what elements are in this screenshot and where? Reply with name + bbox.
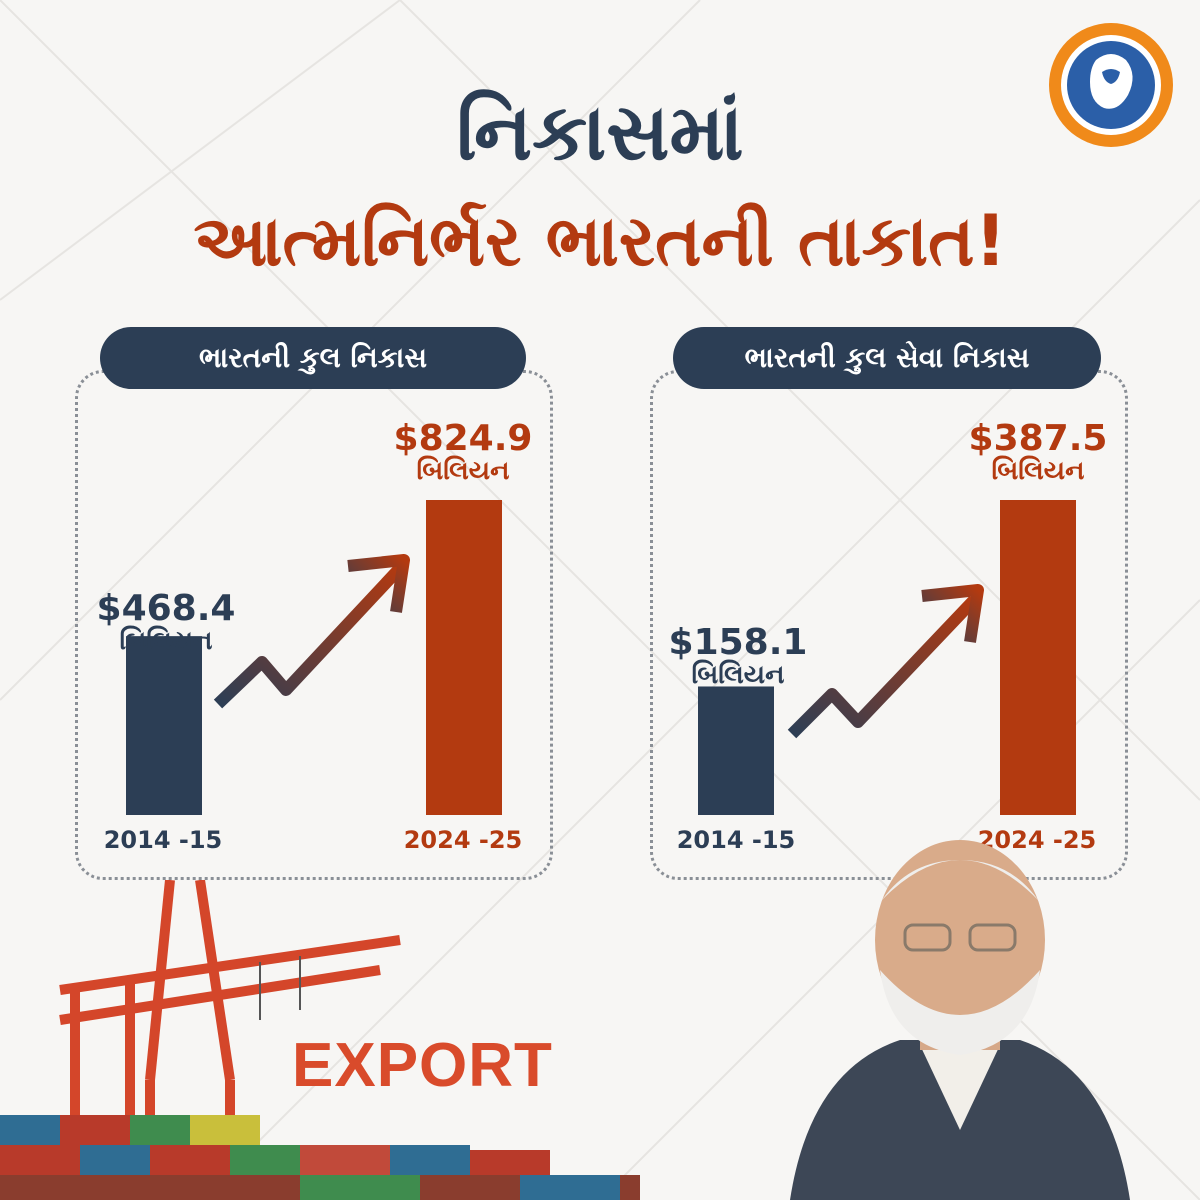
services-exports-heading: ભારતની કુલ સેવા નિકાસ: [673, 327, 1101, 389]
x-tick-label: 2014 -15: [103, 826, 223, 854]
value-number: $468.4: [96, 588, 236, 629]
value-label: $468.4 બિલિયન: [96, 590, 236, 655]
value-unit: બિલિયન: [991, 455, 1085, 486]
value-label: $158.1 બિલિયન: [668, 624, 808, 689]
har-ghar-swadeshi-logo: [1049, 23, 1173, 147]
value-unit: બિલિયન: [691, 659, 785, 690]
growth-arrow-head: [347, 554, 410, 613]
bar-2014-15: [698, 686, 774, 815]
bar-2024-25: [1000, 500, 1076, 815]
portrait-photo: [790, 840, 1130, 1200]
x-tick-label: 2014 -15: [676, 826, 796, 854]
x-tick-label: 2024 -25: [977, 826, 1097, 854]
export-label: EXPORT: [292, 1031, 553, 1100]
bar-2014-15: [126, 636, 202, 815]
growth-arrow-icon: [787, 595, 979, 739]
page-title-line1: નિકાસમાં: [456, 88, 744, 178]
value-number: $387.5: [968, 418, 1108, 459]
growth-arrow-head: [921, 584, 984, 643]
value-unit: બિલિયન: [119, 625, 213, 656]
total-exports-heading: ભારતની કુલ નિકાસ: [100, 327, 526, 389]
value-number: $158.1: [668, 622, 808, 663]
value-number: $824.9: [393, 418, 533, 459]
port-crane-illustration: [0, 880, 640, 1200]
value-label: $387.5 બિલિયન: [968, 420, 1108, 485]
page-title-line2: આત્મનિર્ભર ભારતની તાકાત!: [193, 200, 1007, 282]
value-label: $824.9 બિલિયન: [393, 420, 533, 485]
crane-icon: [59, 880, 401, 1140]
value-unit: બિલિયન: [416, 455, 510, 486]
growth-arrow-icon: [213, 563, 405, 709]
x-tick-label: 2024 -25: [403, 826, 523, 854]
bar-2024-25: [426, 500, 502, 815]
